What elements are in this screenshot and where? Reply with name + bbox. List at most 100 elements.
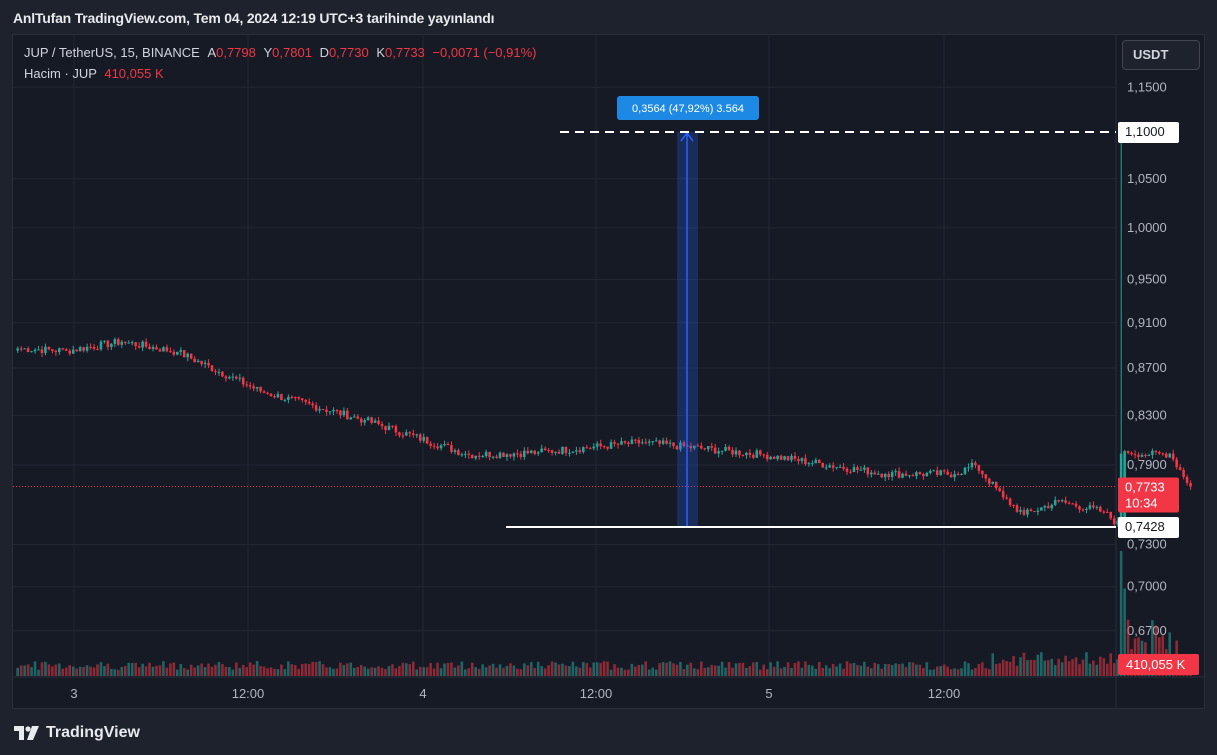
candle-body [741, 455, 745, 457]
volume-bar [939, 666, 942, 676]
candle-body [58, 348, 61, 353]
volume-bar [852, 662, 856, 676]
candle-body [1001, 490, 1005, 498]
volume-bar [946, 666, 949, 676]
candle-body [1130, 452, 1133, 455]
price-tick-label: 0,8700 [1127, 360, 1167, 375]
candle-body [189, 353, 193, 359]
volume-bar [758, 669, 762, 676]
candle-body [488, 451, 491, 458]
volume-bar [356, 667, 360, 676]
volume-label[interactable]: Hacim · JUP [24, 66, 97, 81]
volume-bar [731, 667, 734, 676]
candle-body [804, 458, 807, 464]
candle-body [981, 470, 984, 475]
volume-bar [842, 668, 845, 676]
candle-body [661, 440, 665, 444]
candle-body [908, 475, 911, 477]
candle-body [752, 454, 755, 458]
volume-bar [196, 665, 200, 676]
tradingview-icon [14, 726, 39, 740]
candle-body [1071, 503, 1074, 505]
volume-bar [280, 664, 283, 676]
chart-pane[interactable] [12, 34, 1205, 709]
candle-body [321, 409, 325, 411]
candle-body [783, 456, 786, 460]
volume-bar [37, 669, 40, 676]
volume-bar [23, 665, 26, 676]
volume-bar [911, 662, 915, 676]
volume-bar [127, 662, 131, 676]
volume-bar [897, 664, 901, 676]
candle-body [1033, 511, 1036, 513]
volume-bar [741, 662, 745, 676]
volume-bar [988, 669, 991, 676]
volume-bar [214, 664, 217, 676]
volume-bar [384, 669, 387, 676]
volume-bar [710, 664, 713, 676]
low-value: 0,7730 [328, 45, 369, 60]
volume-bar [425, 667, 429, 676]
currency-button[interactable]: USDT [1122, 40, 1200, 70]
candle-body [1081, 509, 1085, 511]
candle-body [984, 474, 988, 479]
volume-bar [668, 661, 672, 676]
candle-body [384, 426, 387, 431]
volume-bar [314, 662, 318, 676]
candle-body [502, 452, 505, 457]
volume-bar [1040, 652, 1043, 676]
volume-bar [1109, 653, 1113, 676]
volume-bar [873, 662, 877, 676]
candle-body [977, 465, 981, 471]
volume-bar [106, 663, 110, 676]
volume-bar [460, 661, 464, 676]
volume-bar [300, 664, 304, 676]
candle-body [1175, 459, 1178, 468]
candle-body [203, 362, 207, 365]
volume-bar [564, 665, 568, 676]
candle-body [1050, 504, 1054, 509]
volume-bar [474, 667, 478, 676]
volume-bar [1112, 663, 1116, 676]
volume-bar [210, 666, 214, 676]
candle-body [1026, 509, 1029, 515]
candle-body [929, 470, 932, 473]
volume-bar [970, 669, 974, 676]
candle-body [356, 416, 360, 419]
volume-bar [776, 661, 779, 676]
candle-body [51, 349, 54, 351]
candle-body [797, 458, 800, 462]
volume-bar [713, 665, 717, 676]
volume-bar [283, 669, 287, 676]
symbol-label[interactable]: JUP / TetherUS, 15, BINANCE [24, 45, 200, 60]
candle-body [228, 377, 231, 379]
volume-bar [849, 663, 852, 676]
candle-body [706, 446, 710, 450]
candle-body [519, 453, 523, 457]
volume-bar [1099, 656, 1102, 676]
volume-bar [241, 664, 245, 676]
tradingview-logo[interactable]: TradingView [14, 724, 140, 742]
candle-body [710, 446, 713, 448]
candle-body [1022, 510, 1026, 515]
candle-body [176, 351, 179, 355]
candle-body [380, 424, 384, 427]
volume-bar [151, 666, 155, 676]
candle-body [918, 472, 922, 475]
candle-body [89, 346, 92, 348]
candle-body [578, 450, 582, 453]
volume-bar [634, 666, 637, 676]
candle-body [988, 478, 991, 484]
candle-body [405, 432, 408, 436]
candle-body [217, 371, 221, 373]
candle-body [1164, 453, 1168, 458]
volume-bar [235, 662, 238, 676]
candle-body [1036, 510, 1040, 512]
candle-body [113, 339, 117, 344]
volume-bar [332, 668, 335, 676]
volume-bar [144, 666, 148, 676]
candle-body [585, 447, 589, 449]
candle-body [443, 444, 446, 446]
candle-body [221, 371, 224, 377]
